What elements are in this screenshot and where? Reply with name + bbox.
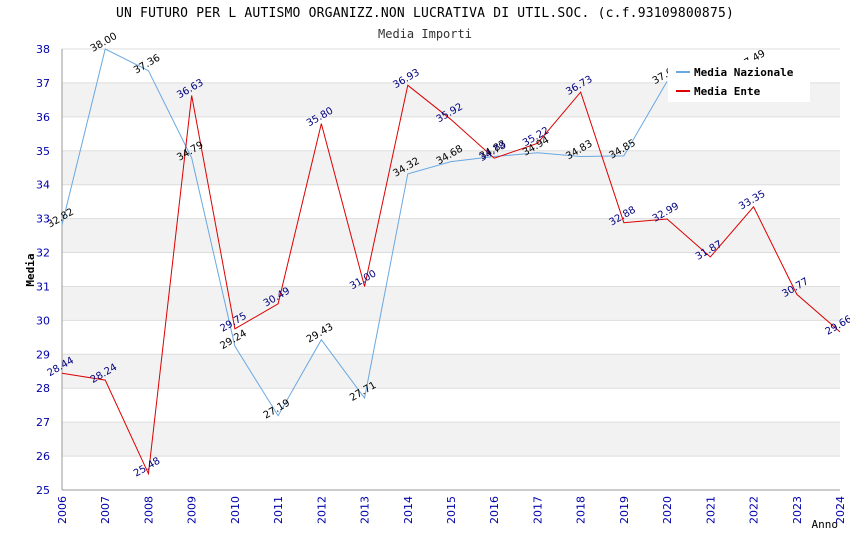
- chart-title: UN FUTURO PER L AUTISMO ORGANIZZ.NON LUC…: [115, 6, 735, 21]
- series-line-2: [61, 84, 841, 476]
- x-tick-label: 2011: [272, 496, 285, 524]
- x-axis-ticks: 2006 2007 2008 2009 2010 2011 2012 2013 2014 2015…: [56, 496, 847, 524]
- x-tick-label: 2020: [661, 496, 674, 524]
- x-tick-label: 2019: [618, 496, 631, 524]
- x-tick-label: 2017: [531, 496, 544, 524]
- x-tick-label: 2022: [748, 496, 761, 524]
- series-lines: [61, 48, 841, 476]
- y-tick-label: 32: [36, 247, 50, 260]
- x-tick-label: 2013: [359, 496, 372, 524]
- x-tick-label: 2024: [834, 496, 847, 524]
- legend-label: Media Ente: [694, 85, 761, 98]
- x-tick-label: 2016: [488, 496, 501, 524]
- x-tick-label: 2008: [142, 496, 155, 524]
- grid-band: [62, 456, 840, 490]
- y-tick-label: 38: [36, 43, 50, 56]
- grid-band: [62, 286, 840, 321]
- grid-band: [62, 422, 840, 457]
- legend: Media Nazionale Media Ente: [668, 60, 810, 102]
- x-tick-label: 2023: [791, 496, 804, 524]
- grid-band: [62, 218, 840, 253]
- grid-band: [62, 252, 840, 287]
- grid-band: [62, 116, 840, 151]
- x-tick-label: 2021: [704, 496, 717, 524]
- y-axis-label: Media: [24, 253, 37, 286]
- chart-subtitle: Media Importi: [378, 27, 472, 41]
- grid-lines: [61, 48, 840, 491]
- legend-box: [668, 60, 810, 102]
- y-tick-label: 33: [36, 213, 50, 226]
- y-tick-label: 34: [36, 179, 50, 192]
- y-tick-label: 27: [36, 416, 50, 429]
- y-tick-label: 30: [36, 314, 50, 327]
- x-tick-label: 2009: [186, 496, 199, 524]
- grid-band: [62, 150, 840, 185]
- x-tick-label: 2012: [315, 496, 328, 524]
- legend-label: Media Nazionale: [694, 66, 794, 79]
- series-line-1: [61, 48, 668, 417]
- y-tick-label: 25: [36, 484, 50, 497]
- x-tick-label: 2014: [402, 496, 415, 524]
- y-tick-label: 26: [36, 450, 50, 463]
- x-tick-label: 2015: [445, 496, 458, 524]
- x-tick-label: 2006: [56, 496, 69, 524]
- x-tick-label: 2018: [575, 496, 588, 524]
- y-tick-label: 35: [36, 145, 50, 158]
- y-axis-ticks: 25 26 27 28 29 30 31 32 33 34 35 36 37 38: [36, 43, 50, 497]
- x-tick-label: 2007: [99, 496, 112, 524]
- y-tick-label: 36: [36, 111, 50, 124]
- grid-band: [62, 388, 840, 423]
- grid-band: [62, 184, 840, 219]
- grid-band: [62, 354, 840, 389]
- x-axis-label: Anno: [812, 518, 839, 531]
- y-tick-label: 28: [36, 382, 50, 395]
- y-tick-label: 29: [36, 348, 50, 361]
- y-tick-label: 37: [36, 77, 50, 90]
- x-tick-label: 2010: [229, 496, 242, 524]
- grid-band: [62, 320, 840, 355]
- y-tick-label: 31: [36, 280, 50, 293]
